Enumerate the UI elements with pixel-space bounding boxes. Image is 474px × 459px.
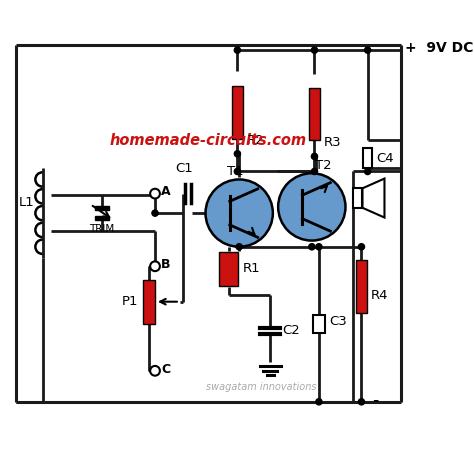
Text: R1: R1 (243, 263, 260, 275)
Circle shape (309, 244, 315, 250)
Circle shape (234, 168, 240, 174)
Circle shape (311, 153, 318, 160)
Bar (309, 88, 320, 140)
Text: P1: P1 (122, 295, 138, 308)
Text: TRIM: TRIM (89, 224, 115, 234)
Text: T2: T2 (315, 159, 332, 172)
Circle shape (311, 47, 318, 53)
Bar (95, 216, 109, 220)
Bar (232, 85, 243, 139)
Bar (143, 280, 155, 324)
Circle shape (150, 366, 160, 375)
Bar (363, 148, 372, 168)
Text: C4: C4 (376, 151, 394, 165)
Bar (95, 206, 109, 211)
Text: homemade-circuits.com: homemade-circuits.com (109, 133, 307, 148)
Text: C3: C3 (329, 315, 347, 328)
Text: B: B (161, 258, 171, 271)
Text: R4: R4 (370, 289, 388, 302)
Circle shape (234, 151, 240, 157)
Bar (356, 260, 367, 313)
Text: T1: T1 (228, 165, 244, 178)
Text: C1: C1 (175, 162, 193, 175)
Circle shape (365, 168, 371, 174)
Circle shape (150, 261, 160, 271)
Text: swagatam innovations: swagatam innovations (206, 382, 317, 392)
Circle shape (206, 179, 273, 247)
Circle shape (358, 399, 365, 405)
Circle shape (150, 189, 160, 198)
Bar (219, 252, 238, 286)
Text: A: A (161, 185, 171, 198)
Circle shape (152, 210, 158, 216)
Bar (313, 315, 325, 333)
Circle shape (365, 47, 371, 53)
Circle shape (236, 244, 242, 250)
Text: +  9V DC: + 9V DC (405, 41, 473, 56)
Text: R2: R2 (246, 134, 264, 147)
Text: -: - (372, 393, 378, 409)
Text: C: C (161, 363, 170, 375)
Circle shape (234, 47, 240, 53)
Bar (353, 188, 363, 208)
Text: L1: L1 (18, 196, 35, 209)
Polygon shape (363, 179, 384, 218)
Text: R3: R3 (323, 136, 341, 149)
Circle shape (316, 244, 322, 250)
Circle shape (358, 244, 365, 250)
Circle shape (311, 168, 318, 174)
Circle shape (278, 173, 346, 241)
Text: C2: C2 (283, 325, 301, 337)
Circle shape (316, 399, 322, 405)
